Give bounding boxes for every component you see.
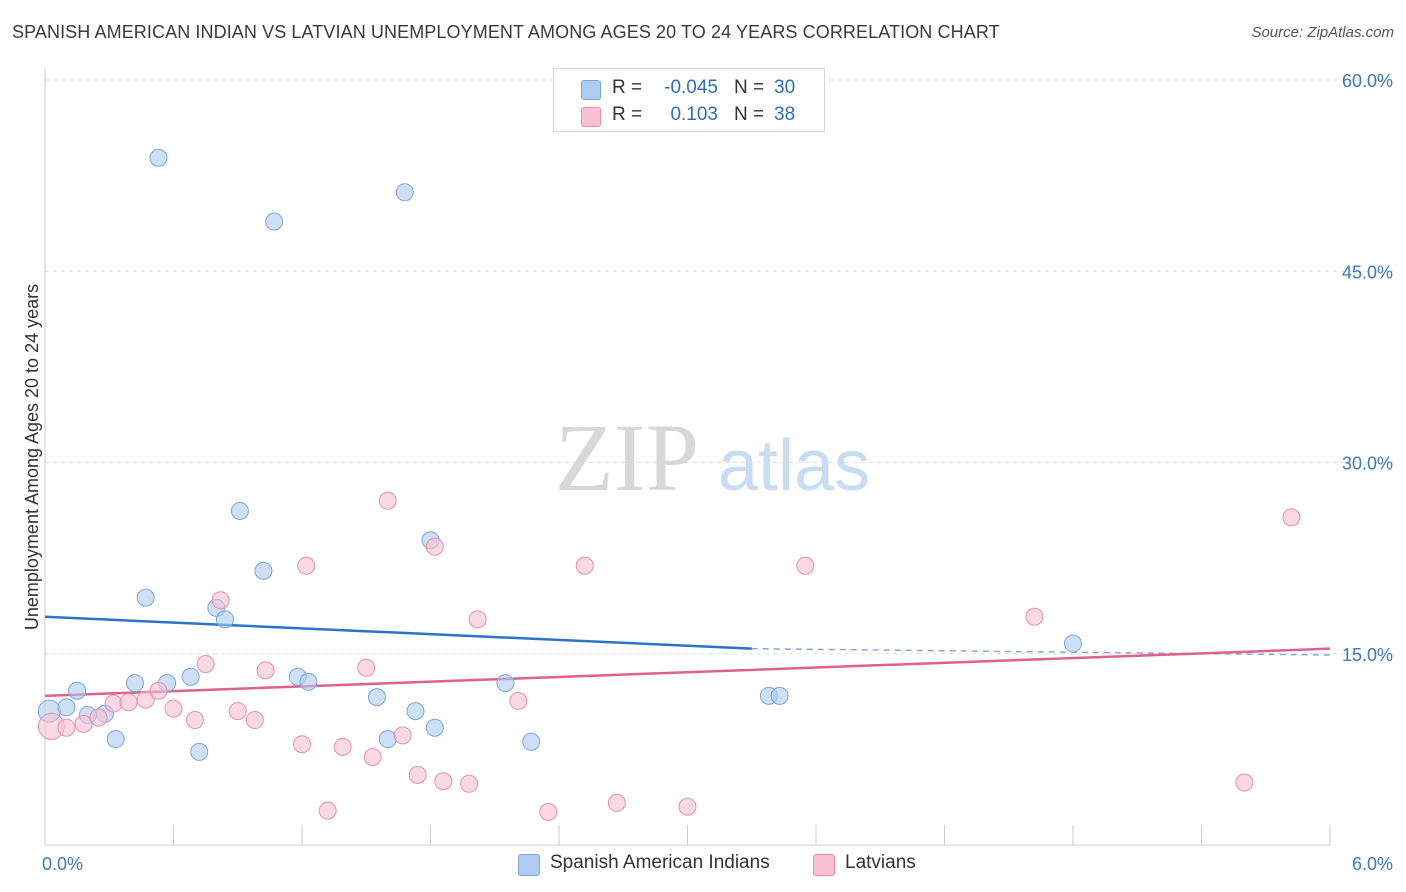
data-point xyxy=(119,693,138,712)
watermark: ZIP atlas xyxy=(555,404,870,511)
data-point xyxy=(299,672,318,691)
trend-line xyxy=(44,647,1331,698)
r-label: R = xyxy=(612,77,643,98)
tick-labels: 15.0% 30.0% 45.0% 60.0% 0.0% 6.0% xyxy=(42,71,1393,874)
legend-swatch xyxy=(813,854,835,876)
legend-row-spanish-american-indians: R = -0.045 N = 30 xyxy=(554,74,824,102)
trend-line xyxy=(44,615,752,650)
data-point xyxy=(57,698,76,717)
watermark-atlas: atlas xyxy=(718,426,870,506)
data-point xyxy=(230,501,249,520)
data-point xyxy=(57,718,76,737)
y-tick-label: 30.0% xyxy=(1342,454,1393,474)
data-point xyxy=(297,556,316,575)
data-point xyxy=(607,793,626,812)
data-point xyxy=(395,183,414,202)
data-point xyxy=(228,702,247,721)
gridlines xyxy=(45,79,1393,655)
data-point xyxy=(89,708,108,727)
data-point xyxy=(125,674,144,693)
data-point xyxy=(104,694,123,713)
data-point xyxy=(406,702,425,721)
data-point xyxy=(1025,607,1044,626)
data-point xyxy=(74,714,93,733)
data-point xyxy=(136,690,155,709)
data-point xyxy=(1064,634,1082,653)
data-point xyxy=(215,610,234,629)
data-point xyxy=(318,801,337,820)
data-point xyxy=(460,774,479,793)
data-point xyxy=(149,681,168,700)
data-point xyxy=(522,732,541,751)
x-tick-label: 6.0% xyxy=(1352,854,1393,874)
data-point xyxy=(539,802,558,821)
data-point xyxy=(1282,508,1301,527)
data-point xyxy=(496,674,515,693)
data-point xyxy=(254,561,273,580)
data-point xyxy=(211,591,230,610)
data-point xyxy=(106,730,125,749)
chart-source: Source: ZipAtlas.com xyxy=(1251,24,1394,41)
data-point xyxy=(181,667,200,686)
data-point xyxy=(265,212,284,231)
data-point xyxy=(196,654,215,673)
y-tick-label: 15.0% xyxy=(1342,645,1393,665)
data-point xyxy=(293,735,311,754)
data-point xyxy=(1235,773,1254,792)
data-point xyxy=(796,556,815,575)
data-point xyxy=(363,748,382,767)
n-value: 30 xyxy=(774,77,796,98)
r-value: 0.103 xyxy=(670,104,718,125)
n-label: N = xyxy=(734,77,765,98)
legend-swatch xyxy=(581,107,601,127)
data-point xyxy=(434,772,453,791)
legend-swatch xyxy=(518,854,540,876)
data-point xyxy=(378,730,397,749)
n-label: N = xyxy=(734,104,765,125)
data-point xyxy=(425,537,444,556)
y-axis-label: Unemployment Among Ages 20 to 24 years xyxy=(22,284,42,630)
y-tick-label: 60.0% xyxy=(1342,71,1393,91)
y-tick-label: 45.0% xyxy=(1342,262,1393,282)
data-point xyxy=(149,148,168,167)
watermark-zip: ZIP xyxy=(555,404,699,511)
data-point xyxy=(575,556,594,575)
data-point xyxy=(378,491,397,510)
data-point xyxy=(509,691,528,710)
legend-label: Latvians xyxy=(845,852,916,873)
axes xyxy=(44,68,1331,846)
legend-swatch xyxy=(581,80,601,100)
r-value: -0.045 xyxy=(664,77,718,98)
legend-row-latvians: R = 0.103 N = 38 xyxy=(554,101,824,129)
data-point xyxy=(468,610,487,629)
data-point xyxy=(256,661,275,680)
correlation-legend: R = -0.045 N = 30 R = 0.103 N = 38 xyxy=(553,68,825,132)
data-point xyxy=(185,711,204,730)
data-point xyxy=(245,711,264,730)
data-point xyxy=(164,699,183,718)
data-point xyxy=(333,737,352,756)
data-point xyxy=(408,765,427,784)
data-point xyxy=(393,726,412,745)
data-point xyxy=(425,718,444,737)
trend-lines xyxy=(44,615,1331,698)
data-point xyxy=(770,686,789,705)
data-point xyxy=(357,658,376,677)
trend-line-extension xyxy=(751,647,1331,656)
data-point xyxy=(367,688,386,707)
data-point xyxy=(68,681,87,700)
data-point xyxy=(136,588,155,607)
chart-title: SPANISH AMERICAN INDIAN VS LATVIAN UNEMP… xyxy=(12,22,1000,42)
r-label: R = xyxy=(612,104,643,125)
data-point xyxy=(678,797,697,816)
data-points xyxy=(37,148,1301,821)
legend-label: Spanish American Indians xyxy=(550,852,770,873)
data-point xyxy=(190,742,209,761)
x-tick-label: 0.0% xyxy=(42,854,83,874)
n-value: 38 xyxy=(774,104,796,125)
